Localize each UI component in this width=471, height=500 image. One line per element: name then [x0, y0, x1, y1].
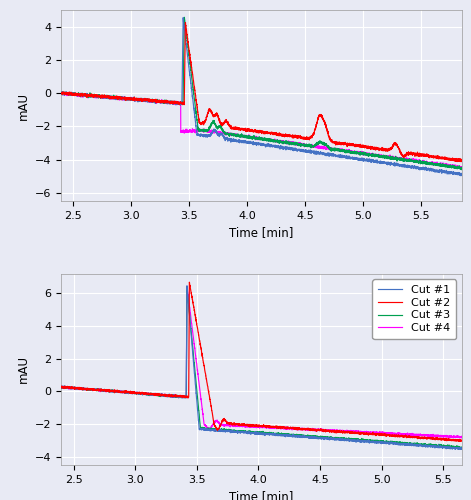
Cut #2 — [296, 424, 302, 430]
Cut #3 — [142, 392, 147, 398]
Cut #3 — [247, 428, 253, 434]
Cut #2 — [187, 279, 192, 285]
Line: Cut #1: Cut #1 — [61, 286, 462, 450]
Cut #1 — [142, 392, 147, 398]
Cut #4 — [457, 435, 463, 441]
Cut #1 — [58, 384, 64, 390]
Cut #2 — [142, 392, 147, 398]
Cut #3 — [428, 442, 433, 448]
Cut #2 — [313, 426, 318, 432]
Cut #4 — [313, 426, 318, 432]
Cut #2 — [58, 384, 64, 390]
X-axis label: Time [min]: Time [min] — [229, 226, 293, 239]
Line: Cut #3: Cut #3 — [61, 288, 462, 448]
Cut #4 — [428, 432, 433, 438]
Cut #1 — [247, 431, 253, 437]
Cut #1 — [313, 435, 318, 441]
Cut #2 — [203, 374, 209, 380]
Cut #3 — [184, 284, 190, 290]
Cut #4 — [247, 424, 253, 430]
Y-axis label: mAU: mAU — [16, 356, 30, 384]
Cut #3 — [296, 432, 302, 438]
Line: Cut #2: Cut #2 — [61, 282, 462, 442]
Cut #4 — [58, 384, 64, 390]
Cut #4 — [203, 424, 209, 430]
Cut #3 — [203, 426, 209, 432]
Cut #3 — [313, 434, 318, 440]
Cut #2 — [428, 434, 433, 440]
Cut #1 — [203, 427, 209, 433]
Cut #2 — [457, 438, 463, 444]
Cut #1 — [459, 446, 464, 452]
Y-axis label: mAU: mAU — [16, 92, 30, 120]
Cut #4 — [459, 434, 464, 440]
Cut #1 — [452, 446, 458, 452]
Cut #3 — [459, 445, 464, 451]
X-axis label: Time [min]: Time [min] — [229, 490, 293, 500]
Cut #1 — [428, 444, 433, 450]
Line: Cut #4: Cut #4 — [61, 286, 462, 438]
Cut #2 — [459, 438, 464, 444]
Cut #4 — [142, 392, 147, 398]
Cut #2 — [247, 422, 253, 428]
Cut #4 — [184, 284, 190, 290]
Cut #3 — [457, 446, 463, 452]
Cut #1 — [296, 434, 302, 440]
Cut #4 — [296, 426, 302, 432]
Legend: Cut #1, Cut #2, Cut #3, Cut #4: Cut #1, Cut #2, Cut #3, Cut #4 — [373, 280, 456, 339]
Cut #3 — [58, 384, 64, 390]
Cut #1 — [184, 283, 190, 289]
